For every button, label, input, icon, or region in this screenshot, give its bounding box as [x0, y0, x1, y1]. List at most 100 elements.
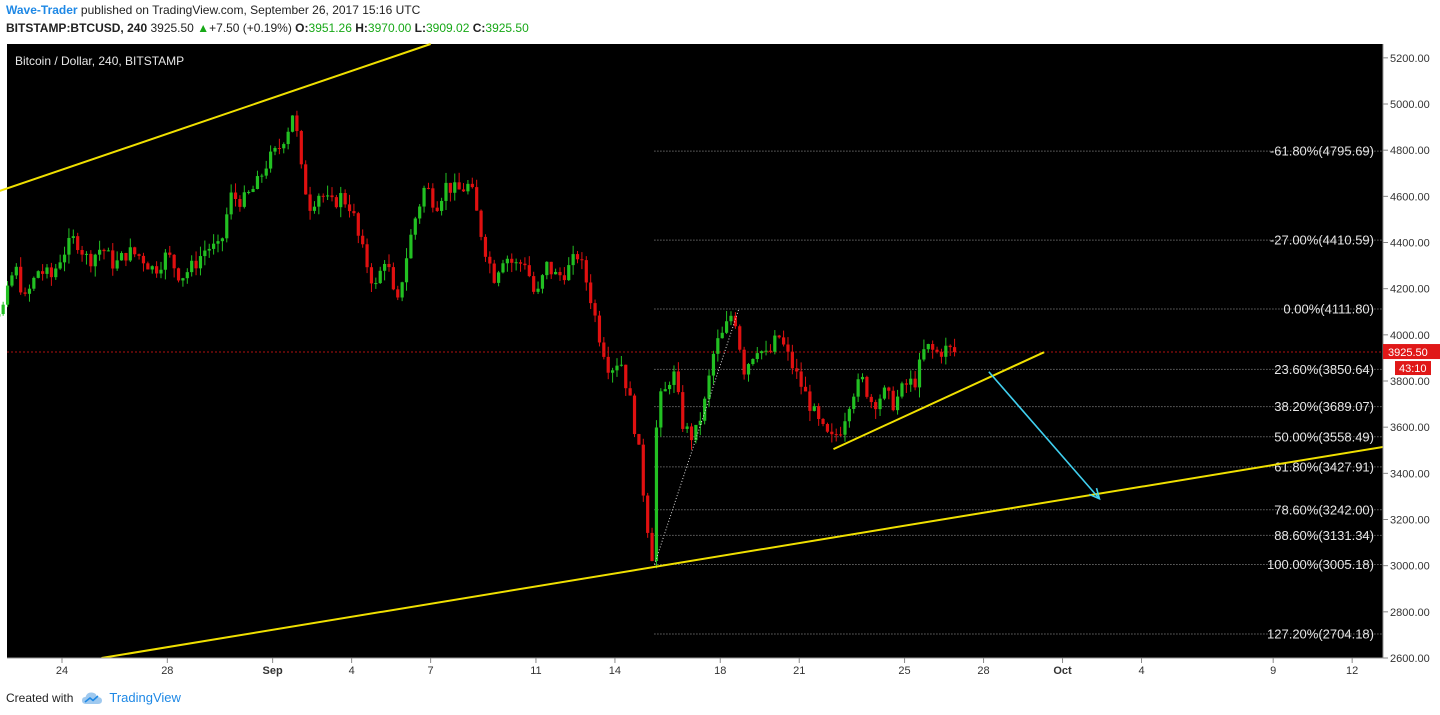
- candle-body: [76, 236, 80, 251]
- candle: [760, 350, 764, 360]
- candle: [317, 193, 321, 215]
- x-tick-label-9: 25: [898, 665, 910, 677]
- publish-info: Wave-Trader published on TradingView.com…: [6, 3, 420, 17]
- candle-body: [387, 263, 391, 268]
- candle-body: [448, 182, 452, 193]
- y-tick-label-12: 2800.00: [1390, 607, 1430, 619]
- candle-body: [518, 262, 523, 264]
- candle-body: [255, 176, 260, 189]
- candle: [54, 263, 58, 280]
- author-link[interactable]: Wave-Trader: [6, 3, 78, 17]
- candle: [321, 193, 325, 203]
- candle-body: [922, 349, 926, 360]
- candle: [312, 201, 317, 214]
- candle-body: [422, 187, 426, 207]
- candle-body: [295, 115, 299, 132]
- candle: [190, 255, 194, 277]
- candle: [887, 386, 891, 400]
- candle: [641, 438, 645, 502]
- time-axis[interactable]: [7, 658, 1383, 682]
- candle: [654, 420, 659, 569]
- candle: [580, 252, 584, 270]
- candle-body: [917, 359, 922, 388]
- candle-body: [830, 431, 834, 435]
- footer: Created with TradingView: [6, 690, 181, 705]
- candle: [939, 348, 944, 364]
- candle: [330, 187, 334, 202]
- candle: [926, 343, 930, 353]
- candle: [768, 344, 773, 354]
- candle: [242, 185, 246, 209]
- candle-body: [799, 371, 803, 387]
- fib-label-6: 61.80%(3427.91): [1274, 459, 1374, 474]
- candle-body: [909, 378, 913, 385]
- candle: [514, 258, 518, 271]
- candle: [356, 211, 360, 244]
- candle-body: [882, 387, 887, 399]
- tradingview-brand[interactable]: TradingView: [109, 690, 181, 705]
- candle: [137, 253, 141, 260]
- candle: [681, 385, 685, 432]
- x-tick-label-10: 28: [977, 665, 989, 677]
- candle: [444, 172, 448, 211]
- candle-body: [212, 243, 216, 249]
- candle: [812, 403, 816, 412]
- candle-body: [98, 249, 102, 255]
- candle-body: [146, 263, 150, 270]
- candle: [400, 281, 404, 302]
- candle-body: [632, 395, 637, 435]
- close-label: C:: [472, 21, 486, 35]
- candle-body: [523, 263, 527, 266]
- candle: [742, 346, 746, 380]
- candle-body: [597, 315, 602, 343]
- fib-label-0: -61.80%(4795.69): [1270, 144, 1374, 159]
- candle: [220, 237, 224, 252]
- candle: [589, 274, 593, 310]
- candle: [23, 287, 27, 297]
- candle: [685, 422, 689, 433]
- candle-body: [150, 266, 154, 270]
- candle: [247, 190, 251, 195]
- fib-label-8: 88.60%(3131.34): [1274, 528, 1374, 543]
- candle: [422, 185, 426, 213]
- candle-body: [637, 434, 641, 445]
- candle: [808, 384, 812, 422]
- candle: [304, 160, 308, 195]
- candle-body: [115, 260, 119, 269]
- candle: [545, 261, 549, 280]
- candle-body: [347, 204, 352, 212]
- candle: [567, 257, 571, 281]
- candle-body: [220, 238, 224, 242]
- high-value: 3970.00: [367, 21, 412, 35]
- candle-body: [720, 332, 724, 339]
- candle: [260, 173, 264, 183]
- candle: [255, 170, 260, 190]
- candle-body: [49, 267, 53, 278]
- candle-body: [45, 267, 49, 274]
- candle: [830, 423, 834, 443]
- candle: [554, 268, 558, 275]
- y-tick-label-13: 2600.00: [1390, 653, 1430, 665]
- candle: [225, 207, 229, 243]
- candle-body: [264, 168, 268, 176]
- candle: [952, 338, 957, 357]
- candle-body: [895, 396, 900, 411]
- candle: [168, 245, 172, 258]
- candle-body: [764, 350, 768, 352]
- candle: [707, 369, 711, 408]
- candle: [575, 250, 580, 264]
- candle: [540, 274, 545, 294]
- candle-body: [610, 370, 615, 373]
- candle-body: [10, 275, 14, 286]
- candle: [650, 527, 654, 562]
- plot-area[interactable]: [7, 44, 1383, 658]
- candle-body: [418, 206, 422, 219]
- candle-body: [808, 391, 812, 411]
- candle: [584, 256, 588, 291]
- candle-body: [852, 396, 856, 409]
- candle: [935, 346, 939, 354]
- candle-body: [751, 358, 755, 365]
- candle-body: [365, 244, 369, 268]
- fib-label-1: -27.00%(4410.59): [1270, 233, 1374, 248]
